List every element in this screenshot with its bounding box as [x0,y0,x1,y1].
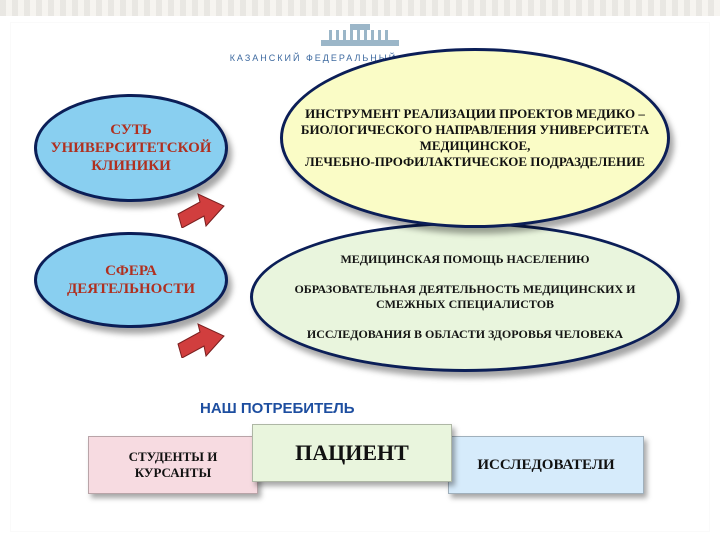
ellipse-essence: СУТЬ УНИВЕРСИТЕТСКОЙ КЛИНИКИ [34,94,228,202]
university-name: КАЗАНСКИЙ ФЕДЕРАЛЬНЫЙ УНИВЕРСИТЕТ [0,53,720,63]
box-researchers: ИССЛЕДОВАТЕЛИ [448,436,644,494]
box-students: СТУДЕНТЫ И КУРСАНТЫ [88,436,258,494]
slide-canvas: КАЗАНСКИЙ ФЕДЕРАЛЬНЫЙ УНИВЕРСИТЕТ МЕДИЦИ… [0,0,720,540]
building-icon [321,24,399,46]
consumer-heading: НАШ ПОТРЕБИТЕЛЬ [200,400,355,417]
ellipse-activities: МЕДИЦИНСКАЯ ПОМОЩЬ НАСЕЛЕНИЮ ОБРАЗОВАТЕЛ… [250,222,680,372]
ellipse-instrument-text: ИНСТРУМЕНТ РЕАЛИЗАЦИИ ПРОЕКТОВ МЕДИКО – … [283,98,667,178]
arrow-essence-to-instrument [176,192,226,228]
box-patient: ПАЦИЕНТ [252,424,452,482]
box-patient-text: ПАЦИЕНТ [295,440,409,466]
ellipse-activities-text: МЕДИЦИНСКАЯ ПОМОЩЬ НАСЕЛЕНИЮ ОБРАЗОВАТЕЛ… [253,244,677,350]
ellipse-instrument: ИНСТРУМЕНТ РЕАЛИЗАЦИИ ПРОЕКТОВ МЕДИКО – … [280,48,670,228]
ellipse-scope: СФЕРА ДЕЯТЕЛЬНОСТИ [34,232,228,328]
box-researchers-text: ИССЛЕДОВАТЕЛИ [477,457,614,474]
box-students-text: СТУДЕНТЫ И КУРСАНТЫ [97,449,249,481]
ellipse-essence-text: СУТЬ УНИВЕРСИТЕТСКОЙ КЛИНИКИ [35,113,228,183]
university-logo: КАЗАНСКИЙ ФЕДЕРАЛЬНЫЙ УНИВЕРСИТЕТ [0,24,720,63]
ellipse-scope-text: СФЕРА ДЕЯТЕЛЬНОСТИ [37,254,225,306]
arrow-scope-to-activities [176,322,226,358]
decorative-top-border [0,0,720,16]
